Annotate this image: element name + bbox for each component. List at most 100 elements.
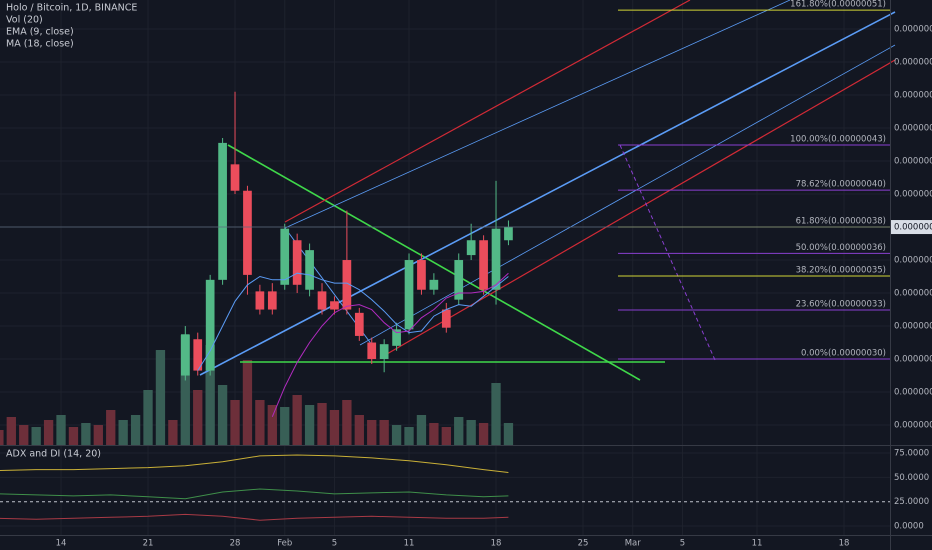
candle-body <box>280 228 290 285</box>
y-tick-label: 0.00000046 <box>894 91 932 101</box>
candle-body <box>491 228 501 290</box>
volume-bar <box>93 425 103 445</box>
candle-body <box>180 334 190 376</box>
red-lower <box>379 59 896 359</box>
fib-trend <box>619 144 716 361</box>
candle-body <box>193 339 203 371</box>
candle-body <box>429 279 439 290</box>
volume-bar <box>441 427 451 445</box>
candle-body <box>441 309 451 328</box>
volume-bar <box>180 335 190 445</box>
y-tick-label: 0.00000042 <box>894 157 932 167</box>
volume-bar <box>193 390 203 445</box>
fib-label: 161.80%(0.00000051) <box>790 0 886 10</box>
volume-bar <box>143 390 153 445</box>
x-tick-label: 5 <box>332 539 337 549</box>
volume-bar <box>280 407 290 445</box>
symbol-title: Holo / Bitcoin, 1D, BINANCE <box>6 3 137 14</box>
volume-bar <box>81 423 91 445</box>
legend-ma: MA (18, close) <box>6 39 74 50</box>
indicator-line <box>271 272 509 417</box>
volume-bar <box>56 415 66 445</box>
candle-body <box>417 260 426 290</box>
candle-body <box>342 260 352 310</box>
fib-label: 0.00%(0.00000030) <box>801 349 886 359</box>
candle-body <box>454 260 464 300</box>
candle-body <box>243 190 252 275</box>
volume-bar <box>491 383 501 445</box>
y-tick-label: 0.00000036 <box>894 256 932 266</box>
adx-title: ADX and DI (14, 20) <box>6 449 101 460</box>
volume-bar <box>230 400 240 445</box>
candle-body <box>479 240 488 290</box>
volume-bar <box>106 410 116 445</box>
x-tick-label: 5 <box>680 539 685 549</box>
x-tick-label: 21 <box>143 539 154 549</box>
volume-bar <box>342 400 352 445</box>
volume-bar <box>68 427 79 445</box>
volume-bar <box>354 415 364 445</box>
x-tick-label: Mar <box>625 539 642 549</box>
candle-body <box>330 301 339 310</box>
fib-label: 23.60%(0.00000033) <box>796 300 886 310</box>
y-tick-label: 0.00000040 <box>894 190 932 200</box>
indicator-line <box>197 272 509 371</box>
volume-bar <box>329 410 340 445</box>
volume-bar <box>118 420 128 445</box>
candle-body <box>404 260 414 330</box>
legend-volume: Vol (20) <box>6 15 43 26</box>
volume-bar <box>255 400 265 445</box>
y-tick-label: 0.00000034 <box>894 289 932 299</box>
candle-body <box>367 342 377 360</box>
x-tick-label: 28 <box>230 539 241 549</box>
plot: 161.80%(0.00000051) 100.00%(0.00000043) 78… <box>0 0 890 521</box>
volume-bar <box>379 420 389 445</box>
volume-bar <box>130 415 141 445</box>
volume-bar <box>217 385 228 445</box>
y-tick-label: 0.00000030 <box>894 355 932 365</box>
y-tick-label: 0.00000026 <box>894 421 932 431</box>
y-tick-label: 0.00000032 <box>894 322 932 332</box>
x-tick-label: 25 <box>578 539 589 549</box>
volume-bar <box>404 427 414 445</box>
volume-bar <box>0 430 4 445</box>
volume-bar <box>292 395 302 445</box>
volume-bar <box>466 420 476 445</box>
adx-tick-label: 25.0000 <box>894 497 929 507</box>
channel-lower <box>359 44 896 346</box>
candle-body <box>354 312 364 336</box>
last-price-badge <box>891 220 932 235</box>
volume-bar <box>367 420 377 445</box>
volume-bar <box>317 403 327 445</box>
volume-bar <box>416 415 427 445</box>
volume-bar <box>267 405 277 445</box>
adx-tick-label: 0.0000 <box>894 522 924 532</box>
y-tick-label: 0.00000048 <box>894 58 932 68</box>
candle-body <box>504 227 513 241</box>
candle-body <box>317 291 327 310</box>
fib-label: 100.00%(0.00000043) <box>790 135 886 145</box>
adx-line <box>0 454 509 473</box>
volume-bar <box>503 423 514 445</box>
volume-bar <box>31 427 41 445</box>
y-tick-label: 0.00000028 <box>894 388 932 398</box>
grid <box>0 0 890 535</box>
x-tick-label: 18 <box>839 539 850 549</box>
drawings <box>199 0 896 381</box>
volume-bar <box>205 345 215 445</box>
y-tick-label: 0.00000044 <box>894 124 932 134</box>
x-tick-label: Feb <box>277 539 292 549</box>
x-tick-label: 11 <box>752 539 763 549</box>
volume-bar <box>168 420 178 445</box>
candle-body <box>392 329 401 346</box>
last-price-label: 0.00000038 <box>894 223 932 233</box>
volume-bar <box>429 423 439 445</box>
candle-body <box>267 291 277 310</box>
candle-body <box>466 240 476 256</box>
candle-body <box>218 142 227 280</box>
red-upper <box>284 0 691 223</box>
volume-bar <box>43 420 54 445</box>
trend-line <box>227 144 641 381</box>
